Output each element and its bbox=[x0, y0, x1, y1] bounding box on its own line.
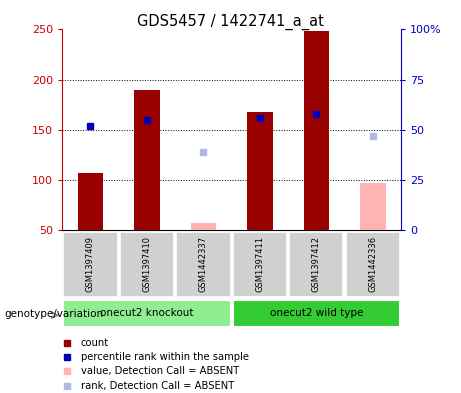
Text: value, Detection Call = ABSENT: value, Detection Call = ABSENT bbox=[81, 366, 239, 376]
Text: GSM1397409: GSM1397409 bbox=[86, 236, 95, 292]
Bar bbox=[134, 90, 160, 230]
Bar bbox=[63, 300, 230, 327]
Bar bbox=[120, 232, 174, 297]
Bar bbox=[304, 31, 329, 230]
Bar bbox=[360, 183, 385, 230]
Text: GSM1397411: GSM1397411 bbox=[255, 236, 265, 292]
Text: percentile rank within the sample: percentile rank within the sample bbox=[81, 352, 249, 362]
Text: onecut2 knockout: onecut2 knockout bbox=[100, 309, 194, 318]
Text: onecut2 wild type: onecut2 wild type bbox=[270, 309, 363, 318]
Text: GSM1442337: GSM1442337 bbox=[199, 236, 208, 292]
Text: GDS5457 / 1422741_a_at: GDS5457 / 1422741_a_at bbox=[137, 14, 324, 30]
Bar bbox=[289, 232, 343, 297]
Bar bbox=[247, 112, 272, 230]
Text: GSM1442336: GSM1442336 bbox=[368, 236, 378, 292]
Bar bbox=[63, 232, 118, 297]
Bar bbox=[191, 223, 216, 230]
Text: GSM1397412: GSM1397412 bbox=[312, 236, 321, 292]
Text: count: count bbox=[81, 338, 109, 348]
Text: genotype/variation: genotype/variation bbox=[5, 309, 104, 320]
Text: rank, Detection Call = ABSENT: rank, Detection Call = ABSENT bbox=[81, 381, 234, 391]
Bar bbox=[78, 173, 103, 230]
Bar bbox=[233, 232, 287, 297]
Bar bbox=[176, 232, 230, 297]
Bar bbox=[346, 232, 400, 297]
Text: GSM1397410: GSM1397410 bbox=[142, 236, 152, 292]
Bar bbox=[233, 300, 400, 327]
